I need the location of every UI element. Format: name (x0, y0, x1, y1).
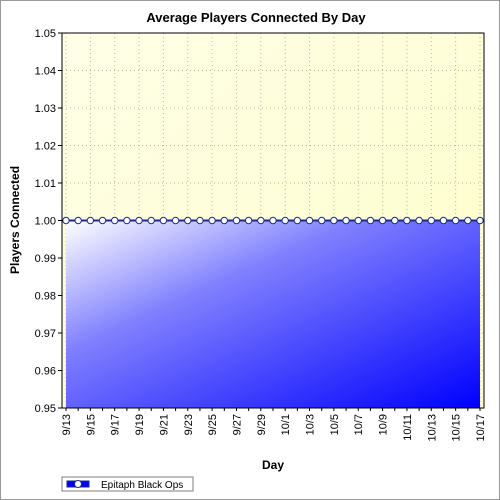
x-tick-label: 10/9 (378, 414, 390, 435)
x-tick-label: 9/19 (134, 414, 146, 435)
x-tick-label: 10/15 (451, 414, 463, 442)
data-point (63, 217, 69, 223)
data-point (245, 217, 251, 223)
data-point (343, 217, 349, 223)
data-point (416, 217, 422, 223)
data-point (306, 217, 312, 223)
data-point (75, 217, 81, 223)
data-point (136, 217, 142, 223)
data-point (221, 217, 227, 223)
y-tick-label: 1.00 (35, 216, 56, 228)
data-point (282, 217, 288, 223)
x-tick-label: 9/15 (85, 414, 97, 435)
data-point (209, 217, 215, 223)
y-tick-label: 0.98 (35, 291, 56, 303)
data-point (124, 217, 130, 223)
x-tick-label: 10/3 (305, 414, 317, 435)
data-point (355, 217, 361, 223)
y-tick-label: 0.95 (35, 403, 56, 415)
data-point (452, 217, 458, 223)
x-tick-label: 10/13 (426, 414, 438, 442)
y-tick-label: 0.97 (35, 328, 56, 340)
y-tick-label: 1.05 (35, 28, 56, 40)
x-tick-label: 9/29 (256, 414, 268, 435)
y-tick-label: 0.96 (35, 366, 56, 378)
data-point (270, 217, 276, 223)
x-axis-label: Day (262, 458, 284, 472)
markers-layer (63, 217, 483, 223)
x-tick-label: 9/23 (183, 414, 195, 435)
data-point (99, 217, 105, 223)
data-point (294, 217, 300, 223)
legend: Epitaph Black Ops (62, 477, 193, 491)
x-tick-label: 10/11 (402, 414, 414, 441)
legend-label: Epitaph Black Ops (101, 480, 183, 491)
data-point (367, 217, 373, 223)
y-tick-label: 1.02 (35, 141, 56, 153)
data-point (87, 217, 93, 223)
data-point (233, 217, 239, 223)
y-axis-label: Players Connected (8, 166, 22, 274)
x-tick-label: 10/5 (329, 414, 341, 435)
data-point (319, 217, 325, 223)
area-fill-layer (66, 221, 480, 409)
chart-title: Average Players Connected By Day (146, 10, 366, 25)
data-point (197, 217, 203, 223)
data-point (160, 217, 166, 223)
y-tick-label: 1.04 (35, 66, 56, 78)
x-tick-label: 9/27 (231, 414, 243, 435)
data-point (258, 217, 264, 223)
x-axis-ticks: 9/13 9/15 9/17 9/19 9/21 9/23 9/25 9/27 9/29 10/1… (61, 408, 487, 442)
data-point (404, 217, 410, 223)
x-tick-label: 10/17 (475, 414, 487, 442)
data-point (477, 217, 483, 223)
y-tick-label: 0.99 (35, 253, 56, 265)
data-point (148, 217, 154, 223)
series-area (66, 221, 480, 409)
x-tick-label: 9/17 (110, 414, 122, 435)
data-point (379, 217, 385, 223)
y-tick-label: 1.01 (35, 178, 56, 190)
legend-marker (75, 481, 82, 488)
data-point (331, 217, 337, 223)
data-point (440, 217, 446, 223)
data-point (392, 217, 398, 223)
x-tick-label: 9/25 (207, 414, 219, 435)
data-point (112, 217, 118, 223)
x-tick-label: 9/13 (61, 414, 73, 435)
y-axis-ticks: 0.95 0.96 0.97 0.98 0.99 1.00 1.01 1.02 1.03 1.04… (35, 28, 62, 415)
x-tick-label: 10/7 (353, 414, 365, 435)
data-point (428, 217, 434, 223)
data-point (185, 217, 191, 223)
data-point (172, 217, 178, 223)
x-tick-label: 10/1 (280, 414, 292, 435)
y-tick-label: 1.03 (35, 103, 56, 115)
x-tick-label: 9/21 (158, 414, 170, 435)
data-point (465, 217, 471, 223)
